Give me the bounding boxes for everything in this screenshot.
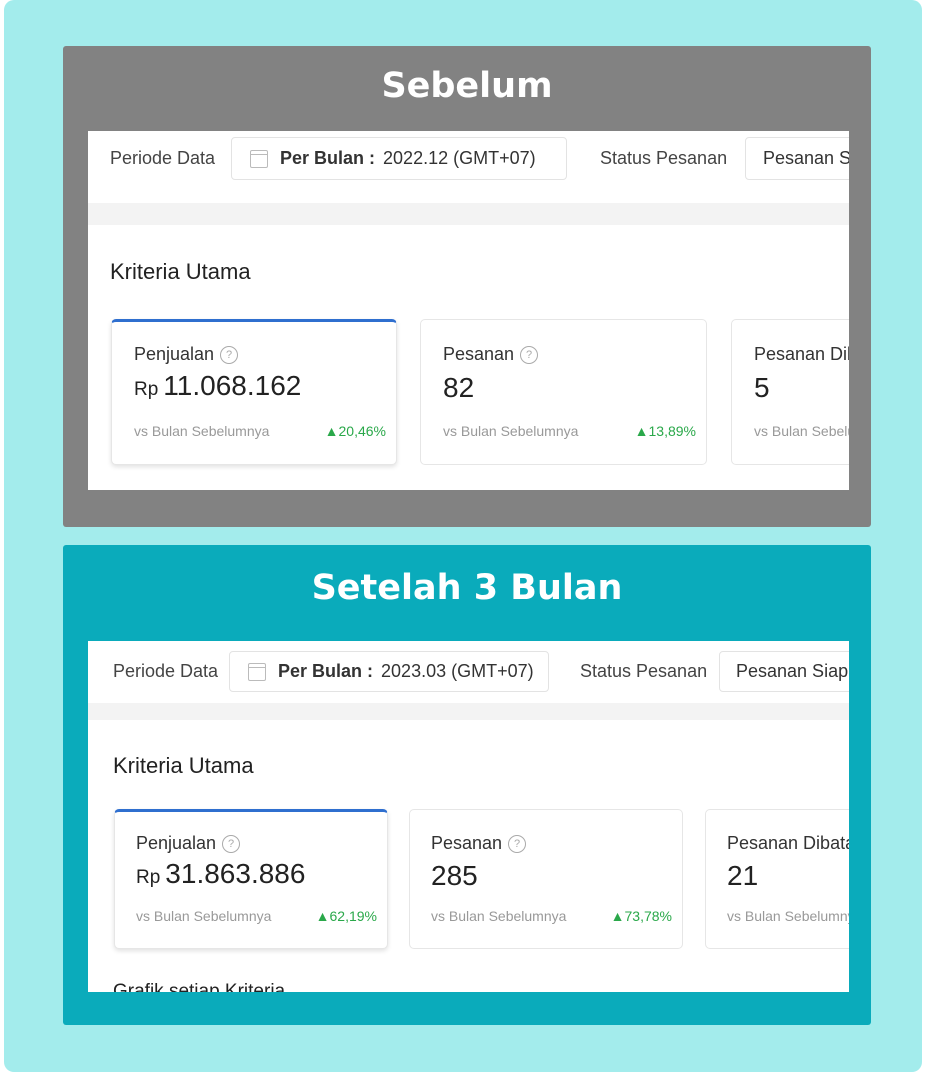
metric-label: Pesanan: [443, 344, 515, 364]
metric-value: 31.863.886: [165, 858, 306, 889]
divider-strip: [88, 703, 849, 720]
metric-card-cancelled[interactable]: Pesanan Dibatalkan 21 vs Bulan Sebelumny…: [705, 809, 849, 949]
status-value: Pesanan Siap Dikirim: [763, 148, 849, 168]
change-badge: ▲13,89%: [634, 423, 696, 439]
after-panel: Setelah 3 Bulan Periode Data Per Bulan :…: [63, 545, 871, 1025]
currency: Rp: [134, 379, 159, 400]
calendar-icon: [250, 149, 268, 168]
comparison-background: Sebelum Periode Data Per Bulan : 2022.12…: [4, 0, 922, 1072]
before-panel: Sebelum Periode Data Per Bulan : 2022.12…: [63, 46, 871, 527]
metric-value: 21: [727, 860, 759, 891]
period-picker[interactable]: Per Bulan : 2022.12 (GMT+07): [231, 137, 567, 180]
status-value: Pesanan Siap Dikirim: [736, 661, 849, 681]
metric-card-orders[interactable]: Pesanan? 82 vs Bulan Sebelumnya ▲13,89%: [420, 319, 707, 465]
metric-value: 82: [443, 372, 475, 403]
currency: Rp: [136, 867, 161, 888]
compare-label: vs Bulan Sebelumnya: [754, 423, 849, 439]
status-label: Status Pesanan: [600, 148, 728, 168]
compare-label: vs Bulan Sebelumnya: [134, 423, 270, 439]
dashboard-screenshot: Periode Data Per Bulan : 2023.03 (GMT+07…: [88, 641, 849, 992]
question-circle-icon[interactable]: ?: [508, 834, 527, 853]
period-picker[interactable]: Per Bulan : 2023.03 (GMT+07): [229, 651, 549, 692]
compare-label: vs Bulan Sebelumnya: [727, 908, 849, 924]
compare-label: vs Bulan Sebelumnya: [136, 908, 272, 924]
calendar-icon: [248, 662, 266, 681]
metric-card-sales[interactable]: Penjualan? Rp 11.068.162 vs Bulan Sebelum…: [111, 319, 397, 465]
period-prefix: Per Bulan :: [280, 148, 376, 168]
change-badge: ▲20,46%: [324, 423, 386, 439]
metric-value: 5: [754, 372, 770, 403]
question-circle-icon[interactable]: ?: [222, 834, 241, 853]
metric-value: 285: [431, 860, 478, 891]
metric-label: Penjualan: [134, 344, 215, 364]
dashboard-screenshot: Periode Data Per Bulan : 2022.12 (GMT+07…: [88, 131, 849, 490]
period-value: 2022.12 (GMT+07): [383, 148, 536, 168]
status-select[interactable]: Pesanan Siap Dikirim: [719, 651, 849, 692]
panel-title: Setelah 3 Bulan: [311, 568, 623, 608]
question-circle-icon[interactable]: ?: [220, 345, 239, 364]
divider-strip: [88, 203, 849, 225]
metric-card-cancelled[interactable]: Pesanan Dibatalkan 5 vs Bulan Sebelumnya: [731, 319, 849, 465]
change-badge: ▲73,78%: [610, 908, 672, 924]
period-prefix: Per Bulan :: [278, 661, 374, 681]
metric-card-orders[interactable]: Pesanan? 285 vs Bulan Sebelumnya ▲73,78%: [409, 809, 683, 949]
triangle-up-icon: ▲: [610, 908, 625, 924]
period-label: Periode Data: [110, 148, 216, 168]
change-badge: ▲62,19%: [315, 908, 377, 924]
triangle-up-icon: ▲: [315, 908, 330, 924]
metric-label: Pesanan Dibatalkan: [754, 344, 849, 364]
status-select[interactable]: Pesanan Siap Dikirim: [745, 137, 849, 180]
section-title: Kriteria Utama: [110, 259, 251, 284]
status-label: Status Pesanan: [580, 661, 708, 681]
section-title: Kriteria Utama: [113, 753, 254, 778]
question-circle-icon[interactable]: ?: [520, 345, 539, 364]
metric-label: Pesanan Dibatalkan: [727, 833, 849, 853]
period-label: Periode Data: [113, 661, 219, 681]
metric-value: 11.068.162: [163, 370, 302, 401]
triangle-up-icon: ▲: [324, 423, 339, 439]
triangle-up-icon: ▲: [634, 423, 649, 439]
period-value: 2023.03 (GMT+07): [381, 661, 534, 681]
compare-label: vs Bulan Sebelumnya: [443, 423, 579, 439]
compare-label: vs Bulan Sebelumnya: [431, 908, 567, 924]
metric-card-sales[interactable]: Penjualan? Rp 31.863.886 vs Bulan Sebelum…: [114, 809, 388, 949]
next-section-title: Grafik setiap Kriteria: [113, 981, 286, 992]
metric-label: Penjualan: [136, 833, 217, 853]
metric-label: Pesanan: [431, 833, 503, 853]
panel-title: Sebelum: [381, 66, 553, 106]
